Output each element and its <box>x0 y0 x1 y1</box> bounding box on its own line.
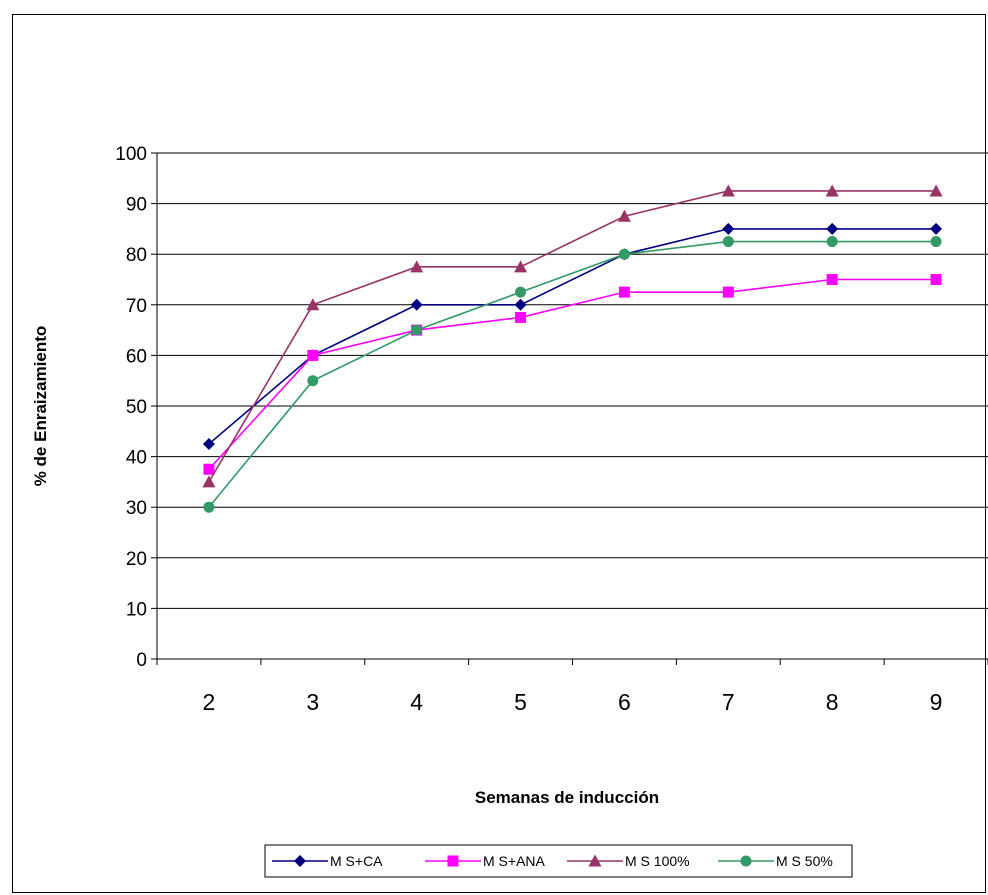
y-tick-label-70: 70 <box>126 296 147 317</box>
data-point-3-9 <box>929 184 943 197</box>
data-point-3-4 <box>410 260 424 273</box>
legend-entry-4: M S 50% <box>718 853 833 869</box>
series-1 <box>202 222 943 450</box>
legend-marker-4 <box>740 855 752 867</box>
legend-marker-2 <box>447 855 459 867</box>
x-tick-label-2: 2 <box>203 689 216 715</box>
data-point-1-8 <box>826 222 839 235</box>
data-point-4-5 <box>515 286 527 298</box>
data-point-3-3 <box>306 298 320 311</box>
data-point-4-2 <box>203 501 215 513</box>
legend-marker-1 <box>294 855 306 867</box>
y-tick-label-0: 0 <box>136 650 147 671</box>
x-tick-label-9: 9 <box>930 689 943 715</box>
y-tick-label-80: 80 <box>126 245 147 266</box>
data-point-3-2 <box>202 475 216 488</box>
data-point-1-9 <box>930 222 943 235</box>
series-line-4 <box>208 240 937 508</box>
data-point-2-2 <box>203 463 215 475</box>
data-point-4-4 <box>411 324 423 336</box>
y-tick-label-20: 20 <box>126 549 147 570</box>
series-line-1 <box>208 228 937 445</box>
x-axis-label: Semanas de inducción <box>475 788 659 807</box>
legend-label-2: M S+ANA <box>483 853 546 869</box>
y-tick-label-30: 30 <box>126 498 147 519</box>
y-tick-label-40: 40 <box>126 448 147 469</box>
legend-entry-1: M S+CA <box>272 853 383 869</box>
data-point-1-4 <box>410 298 423 311</box>
legend: M S+CA M S+ANA M S 100% M S 50% <box>264 844 853 878</box>
legend-label-1: M S+CA <box>330 853 383 869</box>
data-point-4-8 <box>826 236 838 248</box>
x-tick-label-4: 4 <box>410 689 423 715</box>
data-point-1-2 <box>202 437 215 450</box>
x-tick-label-7: 7 <box>722 689 735 715</box>
y-tick-label-10: 10 <box>126 599 147 620</box>
data-point-2-6 <box>618 286 630 298</box>
data-point-3-5 <box>514 260 528 273</box>
data-point-4-9 <box>930 236 942 248</box>
y-tick-label-50: 50 <box>126 397 147 418</box>
x-tick-labels: 2 3 4 5 6 7 8 9 <box>203 689 943 715</box>
gridlines <box>157 152 988 609</box>
series-2 <box>203 274 942 475</box>
x-tick-label-3: 3 <box>306 689 319 715</box>
legend-entry-3: M S 100% <box>567 853 690 869</box>
series-4 <box>203 236 942 513</box>
y-tick-label-100: 100 <box>115 144 147 165</box>
legend-label-4: M S 50% <box>776 853 833 869</box>
data-point-2-8 <box>826 274 838 285</box>
data-point-3-6 <box>617 209 631 222</box>
data-point-4-3 <box>307 375 319 387</box>
x-tick-label-5: 5 <box>514 689 527 715</box>
y-tick-labels: 0 10 20 30 40 50 60 70 80 90 100 <box>115 144 147 671</box>
data-point-4-6 <box>618 248 630 260</box>
legend-marker-3 <box>588 854 602 867</box>
data-point-2-9 <box>930 274 942 285</box>
chart-frame <box>12 14 986 893</box>
data-point-4-7 <box>722 236 734 248</box>
x-tick-label-8: 8 <box>826 689 839 715</box>
data-point-2-5 <box>515 311 527 323</box>
data-point-3-7 <box>721 184 735 197</box>
legend-entry-2: M S+ANA <box>425 853 546 869</box>
series-group <box>202 184 943 513</box>
data-point-2-7 <box>722 286 734 298</box>
y-axis-label: % de Enraizamiento <box>31 326 50 487</box>
series-line-3 <box>208 190 937 483</box>
y-tick-label-60: 60 <box>126 346 147 367</box>
series-3 <box>202 184 943 488</box>
data-point-2-3 <box>307 349 319 361</box>
legend-label-3: M S 100% <box>625 853 690 869</box>
data-point-1-5 <box>514 298 527 311</box>
axes <box>151 152 988 665</box>
y-tick-label-90: 90 <box>126 195 147 216</box>
data-point-1-7 <box>722 222 735 235</box>
x-tick-label-6: 6 <box>618 689 631 715</box>
data-point-3-8 <box>825 184 839 197</box>
series-line-2 <box>208 278 937 470</box>
